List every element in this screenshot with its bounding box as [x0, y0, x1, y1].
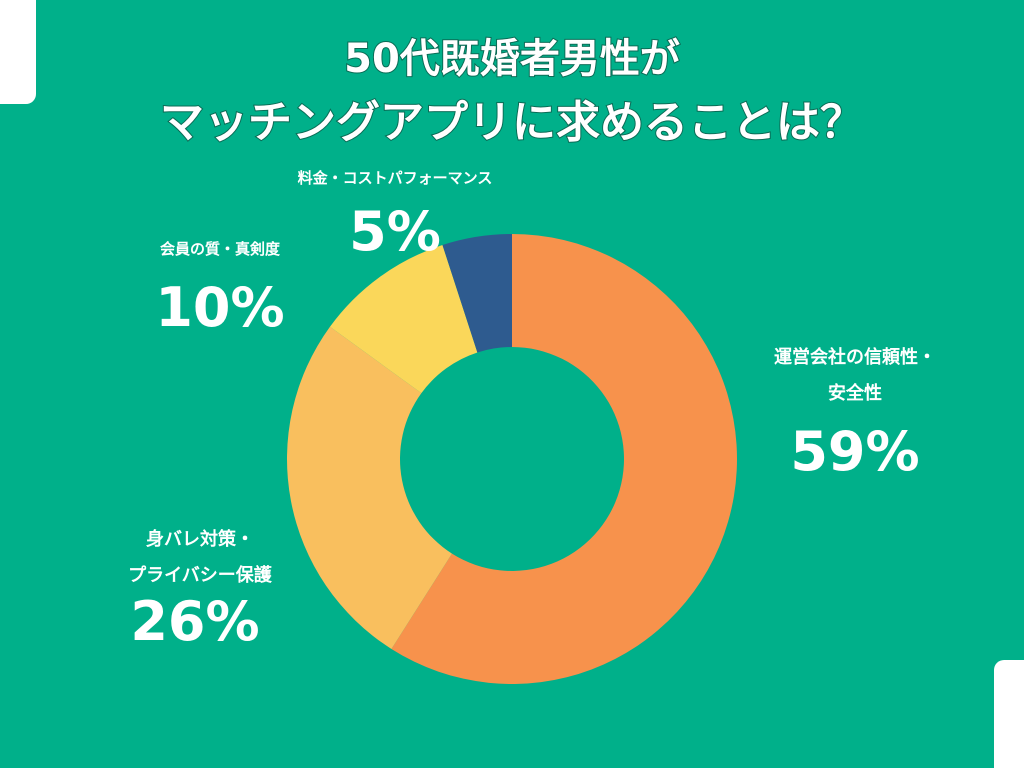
slice-member-quality: [329, 245, 478, 394]
label-cost-percent: 5%: [349, 200, 441, 263]
label-privacy-line-1: 身バレ対策・: [146, 529, 254, 550]
label-trust-safety-line-2: 安全性: [828, 383, 882, 404]
chart-title-line-1: 50代既婚者男性が: [343, 35, 681, 83]
label-trust-safety-name: 運営会社の信頼性・ 安全性: [730, 340, 980, 412]
chart-title-line-2: マッチングアプリに求めることは？: [159, 96, 865, 149]
corner-decoration-top-left: [0, 0, 36, 104]
slice-privacy: [287, 326, 452, 649]
label-privacy-percent: 26%: [130, 590, 260, 653]
label-member-quality-percent: 10%: [155, 276, 285, 339]
label-trust-safety-line-1: 運営会社の信頼性・: [774, 347, 936, 368]
slice-trust-safety: [391, 234, 738, 684]
slice-cost: [442, 234, 512, 353]
label-trust-safety-percent: 59%: [790, 420, 920, 483]
corner-decoration-bottom-right: [994, 660, 1024, 768]
label-privacy-name: 身バレ対策・ プライバシー保護: [90, 522, 310, 594]
label-member-quality-name: 会員の質・真剣度: [159, 240, 280, 258]
label-privacy-line-2: プライバシー保護: [128, 565, 272, 586]
label-cost-name: 料金・コストパフォーマンス: [297, 169, 493, 187]
